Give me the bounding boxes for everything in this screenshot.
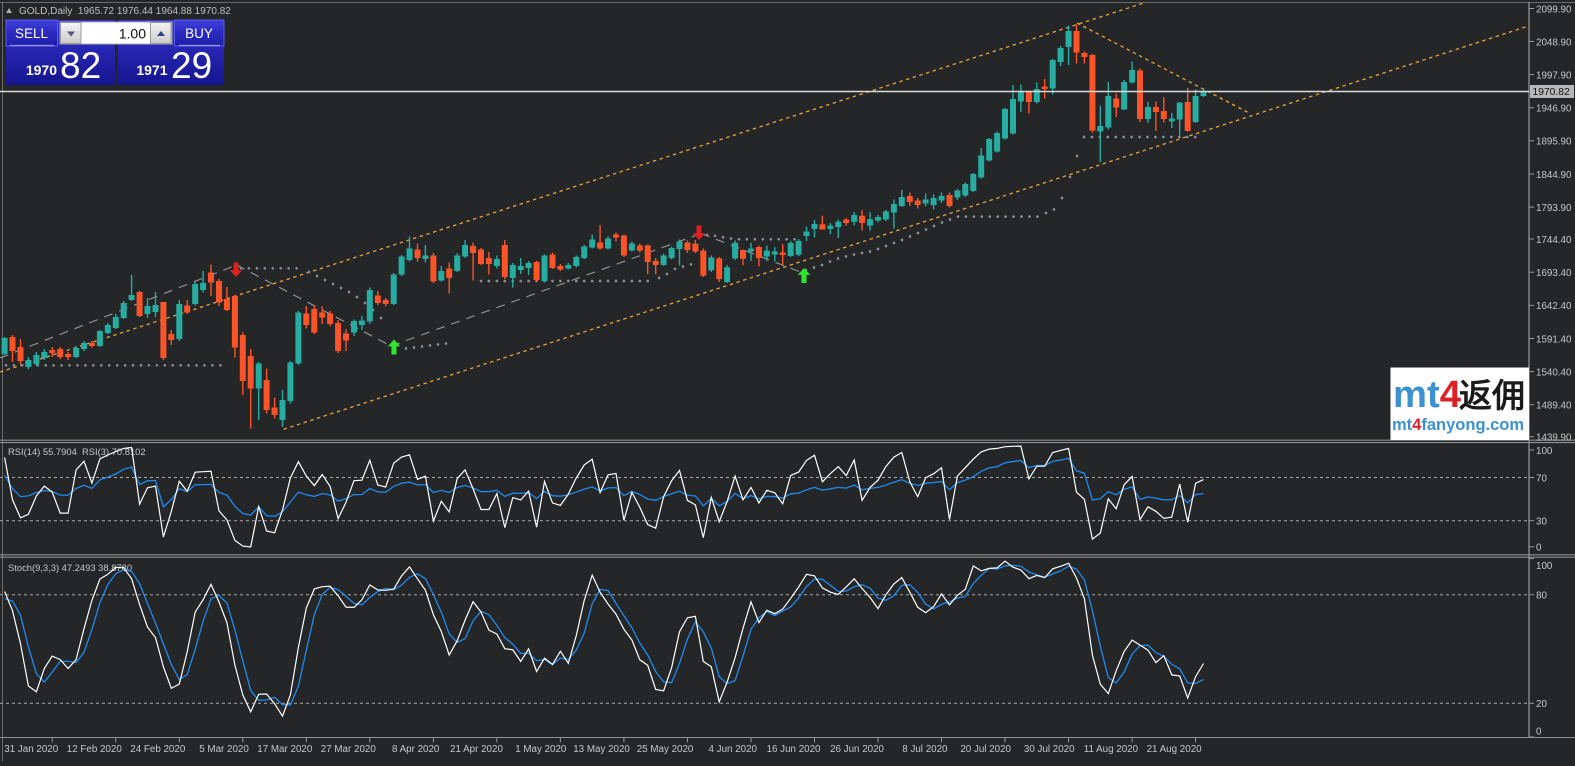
svg-text:30: 30 [1536, 517, 1547, 528]
svg-text:1895.90: 1895.90 [1536, 137, 1572, 148]
svg-text:21 Aug 2020: 21 Aug 2020 [1147, 744, 1203, 755]
svg-text:GOLD,Daily 1965.72 1976.44 19: GOLD,Daily 1965.72 1976.44 1964.88 1970.… [19, 6, 231, 17]
svg-text:1793.90: 1793.90 [1536, 203, 1572, 214]
svg-text:31 Jan 2020: 31 Jan 2020 [4, 744, 58, 755]
svg-text:1540.40: 1540.40 [1536, 367, 1572, 378]
svg-text:17 Mar 2020: 17 Mar 2020 [257, 744, 313, 755]
svg-text:21 Apr 2020: 21 Apr 2020 [450, 744, 503, 755]
svg-text:1489.40: 1489.40 [1536, 401, 1572, 412]
svg-text:Stoch(9,3,3) 47.2493 38.8780: Stoch(9,3,3) 47.2493 38.8780 [8, 562, 132, 573]
svg-text:100: 100 [1536, 446, 1553, 457]
svg-text:0: 0 [1536, 726, 1542, 737]
svg-text:mt4fanyong.com: mt4fanyong.com [1392, 416, 1524, 434]
svg-text:1844.90: 1844.90 [1536, 170, 1572, 181]
svg-text:11 Aug 2020: 11 Aug 2020 [1084, 744, 1139, 755]
svg-text:27 Mar 2020: 27 Mar 2020 [321, 744, 377, 755]
svg-text:20 Jul 2020: 20 Jul 2020 [960, 744, 1011, 755]
svg-text:BUY: BUY [185, 26, 213, 41]
svg-text:16 Jun 2020: 16 Jun 2020 [767, 744, 821, 755]
svg-text:82: 82 [60, 45, 101, 86]
svg-text:1744.40: 1744.40 [1536, 235, 1572, 246]
svg-text:25 May 2020: 25 May 2020 [637, 744, 694, 755]
svg-text:4 Jun 2020: 4 Jun 2020 [709, 744, 758, 755]
svg-text:1591.40: 1591.40 [1536, 334, 1572, 345]
svg-text:12 Feb 2020: 12 Feb 2020 [67, 744, 123, 755]
svg-text:26 Jun 2020: 26 Jun 2020 [830, 744, 884, 755]
svg-text:1439.90: 1439.90 [1536, 433, 1572, 444]
svg-text:100: 100 [1536, 561, 1553, 572]
svg-text:1.00: 1.00 [119, 26, 146, 42]
svg-text:1997.90: 1997.90 [1536, 70, 1572, 81]
svg-text:1 May 2020: 1 May 2020 [515, 744, 567, 755]
svg-text:2048.90: 2048.90 [1536, 37, 1572, 48]
svg-text:1970.82: 1970.82 [1533, 87, 1570, 98]
svg-text:返佣: 返佣 [1459, 377, 1525, 414]
svg-text:29: 29 [171, 45, 212, 86]
svg-text:8 Jul 2020: 8 Jul 2020 [902, 744, 948, 755]
svg-text:20: 20 [1536, 699, 1547, 710]
svg-text:24 Feb 2020: 24 Feb 2020 [130, 744, 186, 755]
svg-text:1970: 1970 [26, 62, 57, 78]
svg-text:0: 0 [1536, 543, 1542, 554]
svg-text:70: 70 [1536, 473, 1547, 484]
svg-text:mt4: mt4 [1393, 374, 1461, 416]
svg-text:SELL: SELL [15, 26, 49, 41]
svg-text:2099.90: 2099.90 [1536, 4, 1572, 15]
svg-text:RSI(14) 55.7904 RSI(3) 70.810: RSI(14) 55.7904 RSI(3) 70.8102 [8, 446, 146, 457]
svg-text:1693.40: 1693.40 [1536, 268, 1572, 279]
svg-text:13 May 2020: 13 May 2020 [573, 744, 630, 755]
svg-text:1946.90: 1946.90 [1536, 104, 1572, 115]
svg-text:1642.40: 1642.40 [1536, 301, 1572, 312]
svg-text:30 Jul 2020: 30 Jul 2020 [1024, 744, 1075, 755]
svg-text:5 Mar 2020: 5 Mar 2020 [199, 744, 249, 755]
svg-text:8 Apr 2020: 8 Apr 2020 [392, 744, 440, 755]
svg-text:1971: 1971 [136, 62, 167, 78]
svg-text:80: 80 [1536, 591, 1547, 602]
